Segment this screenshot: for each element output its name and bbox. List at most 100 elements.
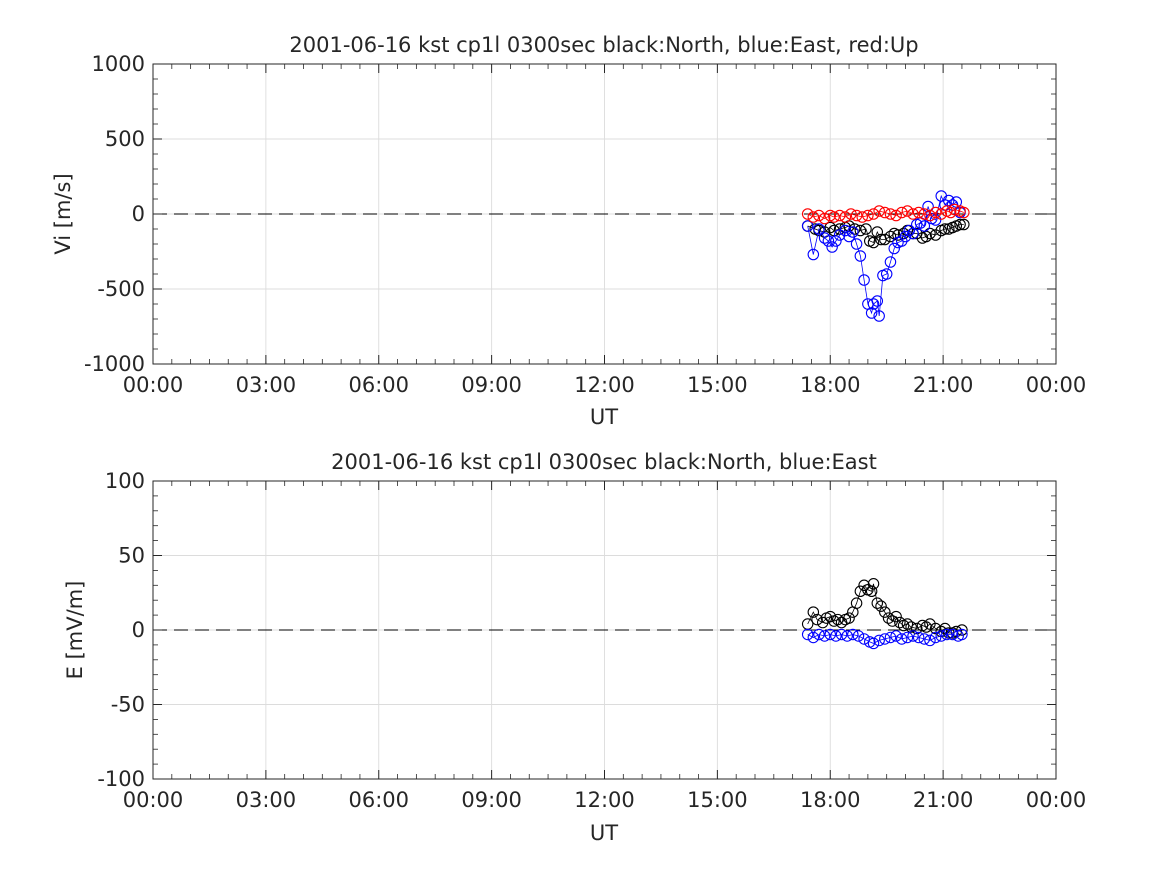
efield-north-point: [807, 606, 820, 618]
efield-north-point: [865, 585, 878, 598]
efield-x-tick-label: 21:00: [913, 788, 974, 812]
efield-east-point: [807, 631, 820, 644]
velocity-x-tick-label: 06:00: [348, 373, 409, 397]
velocity-panel: 00:00 03:00 06:00 09:00 12:00 15:00 18:00 21:00…: [51, 33, 1086, 429]
efield-east-point: [895, 633, 908, 645]
velocity-east-point: [888, 242, 900, 255]
efield-y-tick-label: 0: [132, 618, 145, 642]
efield-y-tick-label: 50: [118, 544, 145, 568]
efield-east-point: [901, 631, 914, 644]
velocity-y-tick-label: -1000: [84, 352, 145, 376]
efield-north-point: [956, 624, 968, 636]
velocity-north-point: [824, 221, 836, 234]
velocity-up-point: [813, 209, 825, 222]
velocity-east-point: [922, 200, 934, 213]
velocity-up-point: [801, 208, 814, 220]
velocity-north-point: [924, 227, 936, 240]
velocity-y-tick-label: 1000: [92, 52, 145, 76]
efield-east-point: [830, 630, 842, 642]
velocity-east-point: [822, 235, 835, 247]
efield-north-point: [905, 621, 917, 633]
velocity-up-point: [833, 209, 846, 222]
efield-east-point: [890, 630, 902, 642]
velocity-north-point: [884, 230, 897, 243]
velocity-east-point: [884, 256, 897, 268]
efield-x-tick-label: 06:00: [348, 788, 409, 812]
efield-east-point: [912, 631, 925, 644]
efield-east-point: [801, 628, 814, 641]
velocity-north-point: [954, 218, 966, 231]
efield-x-tick-label: 18:00: [800, 788, 861, 812]
efield-x-tick-label: 09:00: [461, 788, 522, 812]
efield-x-tick-label: 03:00: [236, 788, 297, 812]
velocity-y-tick-label: 500: [105, 127, 145, 151]
velocity-y-axis-label: Vi [m/s]: [51, 173, 75, 254]
velocity-up-point: [895, 206, 908, 219]
velocity-x-tick-label: 03:00: [236, 373, 297, 397]
velocity-east-point: [801, 220, 814, 232]
efield-chart-title: 2001-06-16 kst cp1l 0300sec black:North,…: [331, 450, 877, 474]
velocity-up-point: [818, 212, 831, 225]
velocity-east-point: [873, 310, 885, 322]
velocity-east-point: [918, 220, 931, 232]
velocity-up-point: [850, 209, 863, 222]
velocity-east-point: [865, 307, 878, 319]
efield-east-point: [918, 633, 931, 645]
velocity-up-point: [879, 206, 891, 219]
velocity-north-point: [854, 224, 867, 237]
efield-east-point: [818, 630, 831, 642]
efield-east-point: [841, 630, 853, 642]
velocity-north-point: [879, 233, 891, 246]
velocity-up-point: [873, 205, 885, 217]
velocity-x-tick-label: 18:00: [800, 373, 861, 397]
efield-north-point: [875, 600, 887, 612]
velocity-up-point: [912, 206, 925, 219]
velocity-east-point: [847, 226, 859, 238]
velocity-up-point: [935, 208, 947, 220]
velocity-x-tick-label: 15:00: [687, 373, 748, 397]
velocity-north-point: [860, 223, 872, 235]
efield-north-point: [843, 612, 855, 624]
efield-east-point: [946, 628, 959, 641]
efield-east-point: [813, 628, 825, 641]
velocity-x-tick-label: 00:00: [123, 373, 184, 397]
efield-x-axis-label: UT: [590, 821, 618, 845]
efield-east-point: [873, 634, 885, 647]
efield-east-point: [929, 631, 942, 644]
velocity-north-point: [848, 223, 861, 235]
velocity-chart-title: 2001-06-16 kst cp1l 0300sec black:North,…: [289, 33, 918, 57]
efield-east-point: [879, 633, 891, 645]
velocity-x-tick-label: 09:00: [461, 373, 522, 397]
velocity-x-tick-label: 12:00: [574, 373, 635, 397]
velocity-east-point: [871, 295, 884, 307]
velocity-up-point: [828, 211, 840, 223]
velocity-north-point: [892, 229, 904, 241]
velocity-y-tick-label: -500: [97, 277, 145, 301]
efield-y-tick-label: 100: [105, 469, 145, 493]
efield-north-point: [882, 612, 895, 624]
velocity-east-point: [807, 248, 820, 261]
velocity-x-tick-label: 21:00: [913, 373, 974, 397]
velocity-up-point: [862, 209, 874, 222]
efield-east-point: [852, 630, 865, 642]
velocity-x-axis-label: UT: [590, 405, 618, 429]
efield-y-tick-label: -100: [97, 767, 145, 791]
velocity-east-point: [813, 223, 825, 235]
efield-north-point: [879, 606, 891, 618]
efield-north-point: [867, 578, 880, 590]
efield-east-point: [847, 628, 859, 641]
velocity-up-point: [944, 206, 957, 219]
velocity-up-point: [856, 211, 868, 223]
velocity-east-point: [880, 268, 893, 280]
efield-east-point: [867, 637, 880, 650]
velocity-up-point: [884, 208, 897, 220]
velocity-east-point: [854, 250, 867, 262]
velocity-east-point: [830, 235, 842, 247]
efield-north-point: [929, 622, 942, 635]
velocity-east-point: [867, 298, 880, 310]
velocity-east-point: [858, 274, 870, 286]
efield-east-point: [835, 628, 848, 641]
efield-north-point: [920, 621, 932, 633]
efield-east-point: [907, 630, 919, 642]
